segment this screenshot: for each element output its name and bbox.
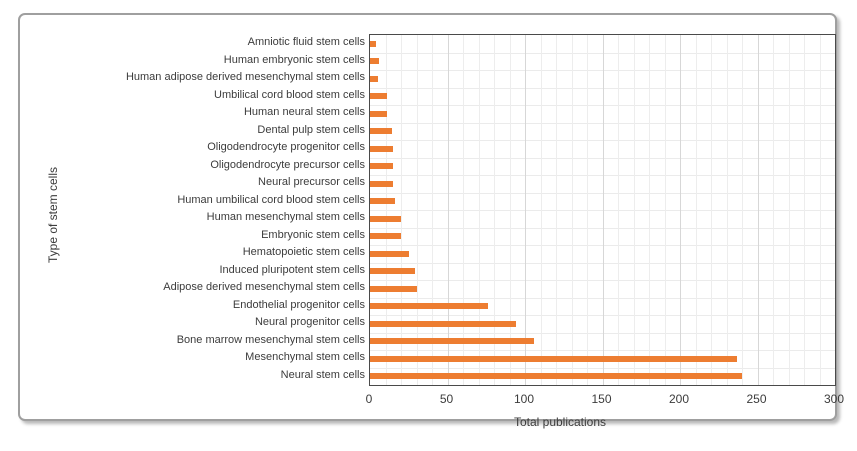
category-label: Neural progenitor cells	[254, 316, 365, 328]
category-label: Adipose derived mesenchymal stem cells	[163, 281, 365, 293]
plot-area	[370, 35, 835, 385]
gridline-minor	[726, 35, 728, 385]
bar	[370, 320, 516, 327]
bar	[370, 145, 394, 152]
category-label: Human mesenchymal stem cells	[206, 211, 365, 223]
category-label: Induced pluripotent stem cells	[219, 263, 365, 276]
gridline-minor	[494, 35, 495, 385]
category-label: Neural stem cells	[280, 368, 365, 381]
bar	[370, 93, 388, 100]
gridline-minor	[556, 35, 557, 385]
bar	[370, 110, 388, 117]
gridline-minor	[416, 35, 418, 385]
gridline-minor	[618, 35, 619, 385]
gridline-minor	[788, 35, 790, 385]
x-tick-label: 300	[823, 392, 845, 406]
bar	[370, 285, 417, 292]
bar	[370, 338, 535, 345]
category-label: Hematopoietic stem cells	[242, 246, 365, 258]
gridline-major	[525, 35, 526, 385]
bar	[370, 268, 415, 275]
gridline-minor	[695, 35, 697, 385]
category-label: Dental pulp stem cells	[257, 123, 365, 136]
gridline-minor	[633, 35, 635, 385]
x-tick-label: 0	[365, 392, 373, 406]
gridline-minor	[478, 35, 480, 385]
x-tick-label: 250	[746, 392, 767, 406]
bar	[370, 40, 377, 47]
gridline-major	[757, 35, 759, 385]
category-label: Umbilical cord blood stem cells	[214, 88, 365, 101]
gridline-minor	[819, 35, 821, 385]
gridline-minor	[804, 35, 805, 385]
bar	[370, 128, 392, 135]
bar	[370, 250, 409, 257]
gridline-minor	[649, 35, 650, 385]
bar	[370, 233, 401, 240]
x-tick-label: 150	[591, 392, 612, 406]
bar	[370, 198, 395, 205]
category-label: Oligodendrocyte precursor cells	[210, 158, 365, 171]
gridline-major	[680, 35, 681, 385]
category-label: Bone marrow mesenchymal stem cells	[176, 333, 365, 346]
category-label: Human adipose derived mesenchymal stem c…	[125, 71, 365, 83]
category-label: Mesenchymal stem cells	[245, 351, 365, 363]
figure-border: Type of stem cells Amniotic fluid stem c…	[18, 13, 844, 429]
category-label: Oligodendrocyte progenitor cells	[207, 141, 365, 153]
bar	[370, 373, 742, 380]
bar	[370, 215, 401, 222]
category-label: Human umbilical cord blood stem cells	[177, 193, 365, 206]
category-label: Endothelial progenitor cells	[232, 298, 365, 311]
category-label: Amniotic fluid stem cells	[247, 36, 365, 48]
gridline-major	[602, 35, 604, 385]
gridline-minor	[463, 35, 464, 385]
category-label: Human neural stem cells	[243, 106, 365, 118]
gridline-minor	[587, 35, 588, 385]
x-axis-title: Total publications	[513, 415, 607, 429]
bar	[370, 355, 738, 362]
gridline-minor	[773, 35, 774, 385]
gridline-minor	[540, 35, 542, 385]
gridline-minor	[401, 35, 402, 385]
plot-frame	[369, 34, 836, 386]
gridline-minor	[385, 35, 387, 385]
bar	[370, 75, 378, 82]
category-label: Neural precursor cells	[258, 176, 365, 188]
bar	[370, 180, 394, 187]
gridline-minor	[432, 35, 433, 385]
gridline-minor	[509, 35, 511, 385]
category-label: Embryonic stem cells	[261, 228, 365, 241]
bar	[370, 163, 394, 170]
x-tick-label: 50	[439, 392, 454, 406]
x-tick-label: 100	[513, 392, 535, 406]
category-label: Human embryonic stem cells	[223, 53, 365, 66]
bar	[370, 303, 488, 310]
gridline-minor	[571, 35, 573, 385]
bar	[370, 58, 380, 65]
gridline-minor	[742, 35, 743, 385]
gridline-minor	[664, 35, 666, 385]
gridline-minor	[711, 35, 712, 385]
x-tick-label: 200	[668, 392, 690, 406]
gridline-major	[447, 35, 449, 385]
category-axis: Amniotic fluid stem cells Human embryonic…	[50, 34, 365, 384]
